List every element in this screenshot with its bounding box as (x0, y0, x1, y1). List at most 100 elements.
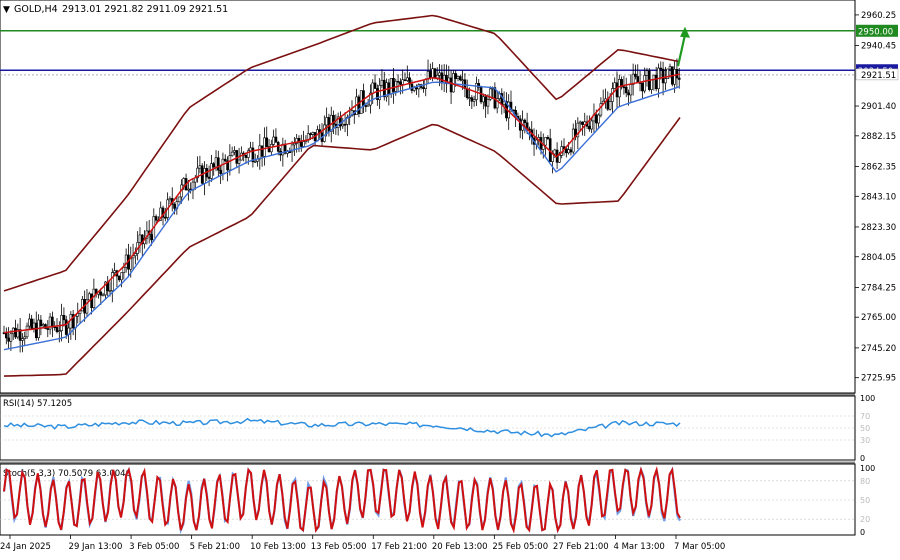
candle-body (624, 86, 628, 94)
price-tick-label: 2901.40 (861, 102, 896, 112)
candle-body (389, 78, 393, 95)
candle-body (449, 77, 453, 93)
price-tick-label: 2765.00 (861, 313, 896, 323)
price-tick-label: 2862.35 (861, 162, 896, 172)
candle-body (613, 82, 617, 89)
candle-body (659, 67, 663, 70)
candle-body (249, 147, 252, 152)
candle-body (9, 333, 13, 342)
rsi-tick-label: 70 (860, 412, 870, 421)
candle-body (58, 330, 61, 333)
candle-body (650, 79, 653, 90)
candle-body (401, 79, 404, 85)
candle-body (207, 176, 211, 179)
candle-body (458, 76, 462, 81)
candle-body (212, 163, 216, 168)
candle-body (488, 88, 492, 100)
candle-body (376, 88, 379, 100)
ohlc-readout: 2913.01 2921.82 2911.09 2921.51 (62, 4, 228, 15)
candle-body (456, 76, 460, 79)
candle-body (302, 141, 305, 147)
level-price-tag (856, 24, 898, 37)
time-tick-label: 20 Feb 13:00 (432, 542, 488, 552)
candle-body (14, 327, 17, 338)
candle-body (629, 84, 633, 96)
candle-body (403, 79, 407, 82)
level-price-label: 2950.00 (858, 27, 893, 37)
candle-body (608, 101, 612, 110)
up-arrow-icon (676, 34, 687, 67)
price-tick-label: 2960.25 (861, 11, 896, 21)
stoch-tick-label: 50 (860, 496, 870, 505)
candle-body (233, 150, 236, 153)
candle-body (544, 137, 547, 146)
candle-body (217, 157, 220, 171)
candle-body (120, 272, 123, 281)
candle-body (435, 75, 439, 79)
candle-body (101, 294, 105, 297)
candle-body (468, 97, 471, 99)
candle-body (246, 150, 250, 158)
candle-body (154, 216, 158, 221)
stoch-tick-label: 0 (860, 528, 865, 537)
time-tick-label: 4 Mar 13:00 (613, 542, 664, 552)
candle-body (219, 169, 222, 174)
candle-body (182, 178, 186, 186)
candle-body (30, 318, 33, 329)
candle-body (594, 114, 598, 124)
candle-body (168, 198, 172, 201)
candle-body (23, 336, 27, 339)
main-pane[interactable] (0, 0, 856, 394)
candle-body (87, 293, 91, 301)
candle-body (341, 123, 345, 127)
candle-body (673, 69, 676, 85)
candle-body (309, 133, 312, 136)
price-tick-label: 2725.95 (861, 374, 896, 384)
candle-body (223, 158, 227, 162)
candle-body (251, 147, 255, 163)
candle-body (495, 98, 499, 109)
candle-body (454, 73, 457, 79)
price-tick-label: 2784.25 (861, 283, 896, 293)
candle-body (5, 332, 8, 339)
candle-body (378, 85, 381, 100)
candle-body (438, 72, 441, 76)
candle-body (272, 136, 275, 145)
candle-body (228, 155, 232, 171)
candle-body (51, 316, 54, 328)
candle-body (405, 77, 409, 81)
candle-body (440, 72, 444, 84)
candle-body (150, 234, 153, 241)
candle-body (274, 136, 278, 143)
time-tick-label: 24 Jan 2025 (0, 542, 51, 552)
candle-body (299, 142, 303, 147)
candle-body (502, 100, 506, 105)
candle-body (140, 234, 144, 245)
candle-body (41, 324, 45, 327)
candle-body (244, 154, 248, 158)
price-tick-label: 2882.15 (861, 132, 896, 142)
time-tick-label: 13 Feb 05:00 (311, 542, 367, 552)
candle-body (34, 322, 38, 339)
bollinger-upper-line (3, 14, 681, 292)
candle-body (44, 324, 47, 329)
candle-body (461, 79, 464, 82)
rsi-tick-label: 0 (860, 454, 865, 463)
symbol-label: GOLD,H4 (14, 4, 58, 15)
candle-body (472, 99, 476, 102)
candle-body (134, 253, 137, 257)
candle-body (551, 153, 554, 162)
stoch-tick-label: 100 (860, 464, 875, 473)
stoch-title: Stoch(5,3,3) 70.5079 63.0046 (3, 469, 131, 479)
rsi-title: RSI(14) 57.1205 (3, 399, 72, 409)
arrow-head-icon (680, 26, 690, 38)
dropdown-triangle-icon[interactable]: ▼ (3, 5, 10, 15)
candle-body (267, 146, 271, 153)
candle-body (546, 137, 550, 139)
candle-body (399, 81, 402, 85)
candle-body (668, 66, 672, 70)
candle-body (18, 329, 22, 341)
candle-body (263, 137, 266, 157)
candle-body (567, 149, 570, 154)
